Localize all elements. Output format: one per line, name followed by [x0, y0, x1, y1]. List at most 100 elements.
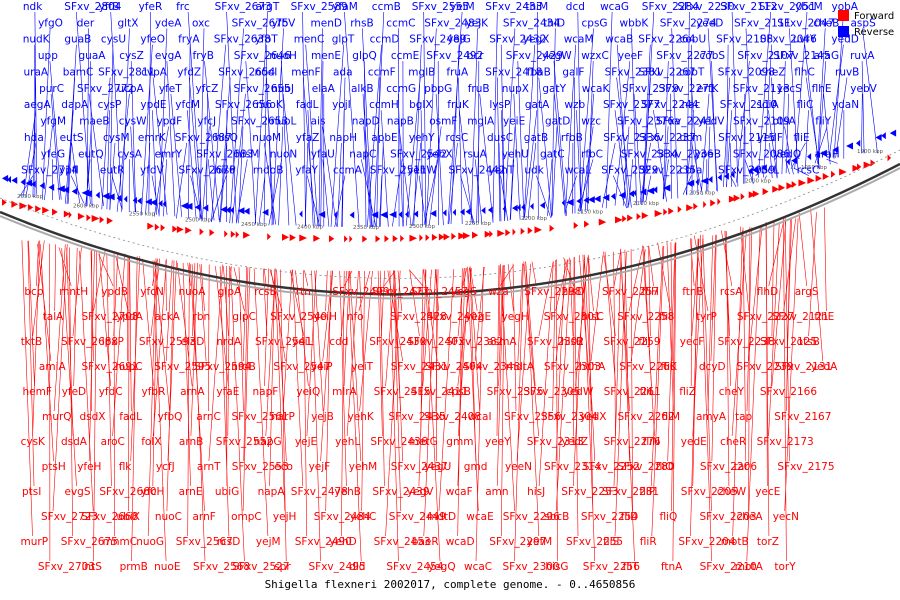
forward-gene-label: eco	[274, 461, 293, 473]
reverse-gene-line	[376, 77, 381, 227]
forward-feature-arrow	[627, 214, 633, 222]
forward-gene-line	[115, 255, 129, 312]
reverse-gene-line	[379, 175, 383, 227]
forward-gene-label: SFxv_2561	[232, 411, 289, 423]
forward-gene-label: SFxv_2255	[566, 536, 623, 548]
reverse-feature-arrow	[230, 206, 234, 214]
forward-gene-label: tyrP	[696, 311, 717, 323]
forward-gene-line	[142, 258, 154, 387]
reverse-gene-line	[736, 61, 750, 183]
reverse-gene-line	[101, 77, 111, 210]
reverse-gene-label: aegA	[24, 99, 52, 111]
forward-gene-line	[690, 238, 693, 387]
reverse-gene-label: yfgM	[40, 116, 66, 128]
forward-feature-arrow	[409, 234, 417, 242]
reverse-gene-line	[231, 93, 246, 224]
reverse-gene-label: lysP	[489, 99, 510, 111]
reverse-gene-label: SFxv_2244	[641, 99, 698, 111]
reverse-gene-line	[219, 77, 231, 223]
reverse-gene-label: argT	[256, 1, 280, 13]
forward-feature-arrow	[375, 235, 381, 243]
forward-gene-line	[199, 264, 207, 362]
reverse-gene-label: thiD	[543, 17, 565, 29]
forward-gene-label: yecE	[755, 486, 780, 498]
reverse-gene-line	[553, 61, 567, 216]
reverse-gene-line	[642, 44, 651, 203]
reverse-feature-arrow	[618, 191, 626, 199]
forward-gene-label: SFxv_2257	[602, 286, 659, 298]
reverse-gene-line	[199, 28, 205, 221]
forward-gene-label: nrdA	[217, 336, 242, 348]
forward-gene-line	[341, 270, 345, 537]
reverse-gene-label: SFxv_2676	[179, 165, 236, 177]
forward-gene-label: SFxv_2239	[736, 361, 793, 373]
forward-gene-line	[422, 269, 432, 387]
reverse-feature-arrow	[107, 193, 115, 201]
reverse-gene-line	[460, 175, 475, 224]
reverse-gene-label: yfcM	[175, 99, 200, 111]
forward-gene-label: cheW	[717, 486, 747, 498]
forward-gene-line	[269, 268, 276, 487]
reverse-feature-arrow	[807, 153, 812, 161]
forward-feature-arrow	[512, 228, 516, 236]
reverse-gene-line	[405, 77, 421, 226]
forward-feature-arrow	[52, 208, 58, 216]
forward-gene-line	[379, 270, 385, 487]
reverse-gene-label: SFxv_2542	[390, 148, 447, 160]
reverse-feature-arrow	[11, 176, 18, 184]
forward-gene-line	[219, 266, 230, 537]
reverse-feature-arrow	[610, 192, 616, 200]
forward-gene-label: SFxv_2691	[82, 361, 139, 373]
forward-gene-label: ycfJ	[156, 461, 175, 473]
reverse-gene-label: gatB	[524, 132, 548, 144]
reverse-gene-line	[781, 61, 786, 175]
reverse-gene-line	[322, 126, 337, 227]
reverse-feature-arrow	[262, 208, 269, 216]
forward-gene-label: mdtA	[506, 361, 535, 373]
reverse-feature-arrow	[48, 183, 55, 191]
reverse-gene-line	[447, 11, 463, 224]
forward-gene-line	[499, 265, 501, 337]
forward-gene-label: cysK	[21, 436, 46, 448]
reverse-feature-arrow	[158, 199, 163, 207]
forward-gene-label: SFxv_2436	[370, 436, 427, 448]
forward-gene-line	[555, 259, 569, 362]
forward-gene-label: otsB	[797, 336, 820, 348]
reverse-gene-label: araG	[814, 50, 839, 62]
reverse-gene-line	[711, 61, 717, 191]
reverse-gene-line	[76, 11, 91, 205]
reverse-gene-label: SFxv_2381	[605, 67, 662, 79]
forward-feature-arrow	[815, 174, 822, 182]
reverse-gene-line	[106, 110, 110, 210]
reverse-gene-label: yehW	[407, 165, 437, 177]
forward-gene-label: ptsH	[42, 461, 66, 473]
forward-gene-line	[587, 254, 594, 312]
forward-gene-label: yedE	[681, 436, 707, 448]
forward-gene-label: wcaD	[446, 536, 475, 548]
forward-gene-line	[724, 230, 731, 387]
reverse-feature-arrow	[762, 164, 767, 172]
reverse-gene-line	[576, 110, 582, 214]
forward-gene-label: SFxv_2668	[81, 511, 138, 523]
reverse-gene-label: hda	[24, 132, 44, 144]
forward-gene-label: ftnA	[661, 561, 683, 573]
forward-gene-label: SFxv_2302	[527, 336, 584, 348]
reverse-gene-label: SFxv_2329	[601, 165, 658, 177]
reverse-gene-label: napC	[349, 148, 376, 160]
reverse-gene-line	[613, 175, 628, 209]
reverse-gene-label: nupX	[502, 83, 529, 95]
reverse-gene-label: yehT	[489, 165, 515, 177]
forward-gene-label: hisD	[562, 286, 585, 298]
reverse-gene-label: wzxC	[581, 50, 609, 62]
reverse-gene-label: nudK	[23, 34, 51, 46]
reverse-gene-label: menC	[294, 34, 325, 46]
reverse-feature-arrow	[889, 129, 897, 137]
forward-gene-label: yedX	[580, 411, 607, 423]
reverse-gene-line	[130, 61, 137, 213]
forward-feature-arrow	[728, 195, 737, 203]
forward-feature-arrow	[63, 210, 70, 218]
reverse-gene-line	[318, 28, 323, 227]
reverse-feature-arrow	[102, 192, 110, 200]
reverse-gene-label: dcd	[566, 1, 585, 13]
forward-gene-label: SFxv_2382	[446, 336, 503, 348]
